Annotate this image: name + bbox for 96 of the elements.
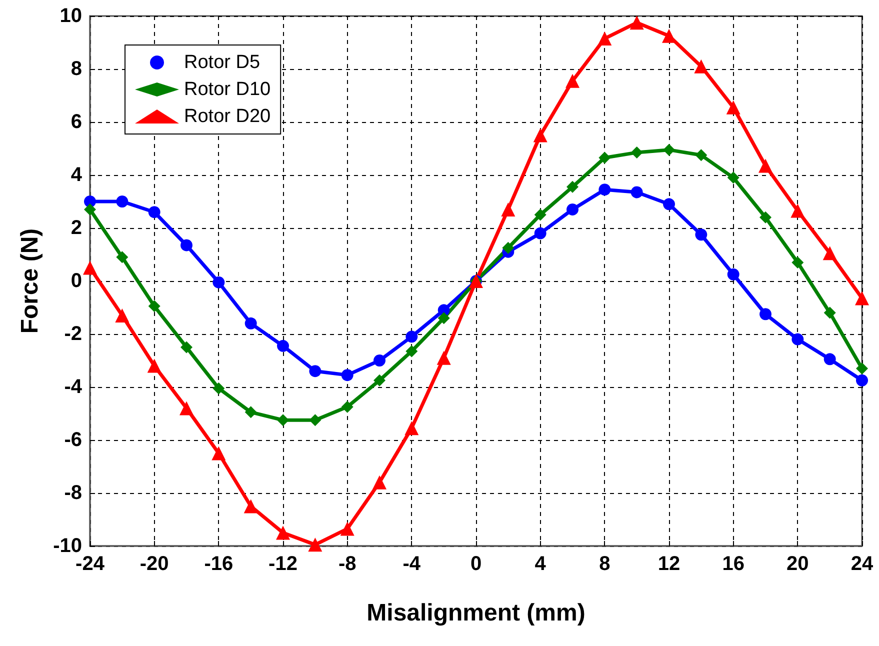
point: [501, 202, 516, 216]
point: [212, 382, 225, 394]
point: [406, 345, 418, 358]
point: [372, 475, 386, 490]
point: [630, 16, 644, 30]
point: [727, 172, 740, 184]
y-axis-title: Force (N): [16, 228, 44, 334]
legend-label: Rotor D20: [184, 106, 271, 127]
y-tick-label: 6: [70, 111, 82, 133]
point: [566, 180, 578, 193]
point: [406, 330, 418, 343]
point: [308, 538, 322, 552]
x-tick-label: -4: [402, 553, 422, 575]
point: [598, 184, 611, 196]
point: [438, 312, 450, 324]
y-tick-label: -8: [64, 482, 82, 504]
x-tick-label: -20: [140, 553, 169, 575]
x-tick-label: 0: [470, 553, 482, 575]
point: [760, 211, 772, 224]
point: [180, 401, 194, 416]
point: [727, 268, 740, 280]
point: [695, 149, 708, 162]
point: [244, 499, 258, 514]
y-tick-label: -2: [64, 323, 82, 345]
legend-label: Rotor D10: [184, 79, 271, 100]
x-axis-title: Misalignment (mm): [366, 600, 586, 626]
point: [630, 186, 643, 198]
point: [341, 369, 354, 382]
point: [341, 400, 354, 413]
point: [566, 203, 578, 216]
point: [116, 196, 128, 208]
point: [148, 206, 160, 218]
point: [824, 353, 836, 366]
y-tick-label: -6: [64, 429, 82, 451]
point: [695, 228, 708, 241]
x-tick-label: 16: [722, 553, 744, 575]
point: [309, 414, 322, 426]
point: [760, 308, 772, 320]
y-tick-label: -4: [64, 376, 83, 398]
point: [790, 204, 805, 218]
point: [116, 251, 128, 264]
point: [212, 276, 225, 288]
point: [533, 128, 548, 142]
x-tick-label: 12: [658, 553, 680, 575]
legend-label: Rotor D5: [184, 52, 260, 73]
point: [147, 358, 162, 373]
point: [84, 203, 96, 216]
x-tick-label: 24: [850, 553, 874, 575]
point: [502, 242, 514, 254]
point: [856, 374, 868, 386]
point: [694, 59, 708, 74]
point: [148, 300, 160, 312]
y-tick-label: 2: [70, 217, 82, 239]
point: [277, 340, 289, 352]
point: [663, 198, 675, 210]
point: [855, 291, 869, 306]
point: [83, 260, 97, 275]
point: [340, 522, 354, 536]
point: [792, 333, 804, 346]
point: [534, 208, 546, 221]
y-tick-label: 0: [70, 270, 82, 292]
y-tick-label: 4: [70, 164, 83, 186]
point: [404, 421, 419, 436]
x-tick-label: -12: [268, 553, 298, 575]
point: [792, 256, 804, 268]
x-tick-label: -16: [204, 553, 234, 575]
point: [276, 526, 290, 540]
point: [244, 317, 257, 330]
point: [180, 239, 192, 252]
y-tick-label: 8: [70, 58, 82, 80]
point: [758, 158, 772, 173]
point: [824, 306, 836, 319]
point: [277, 414, 289, 426]
point: [534, 227, 546, 240]
point: [374, 374, 386, 386]
point: [566, 74, 580, 88]
x-tick-label: -8: [338, 553, 356, 575]
point: [822, 246, 837, 260]
point: [244, 406, 257, 418]
point: [374, 354, 386, 366]
point: [630, 146, 643, 158]
point: [180, 341, 192, 354]
x-tick-label: 4: [534, 553, 547, 575]
point: [726, 100, 740, 114]
point: [598, 32, 612, 46]
point: [212, 446, 226, 460]
x-tick-label: 20: [786, 553, 809, 575]
point: [598, 152, 611, 164]
point: [115, 308, 130, 322]
point: [663, 144, 675, 156]
x-tick-label: 8: [599, 553, 610, 575]
point: [856, 362, 868, 374]
point: [662, 28, 676, 43]
y-tick-label: 10: [60, 5, 82, 27]
point: [436, 350, 451, 365]
point: [309, 365, 322, 378]
